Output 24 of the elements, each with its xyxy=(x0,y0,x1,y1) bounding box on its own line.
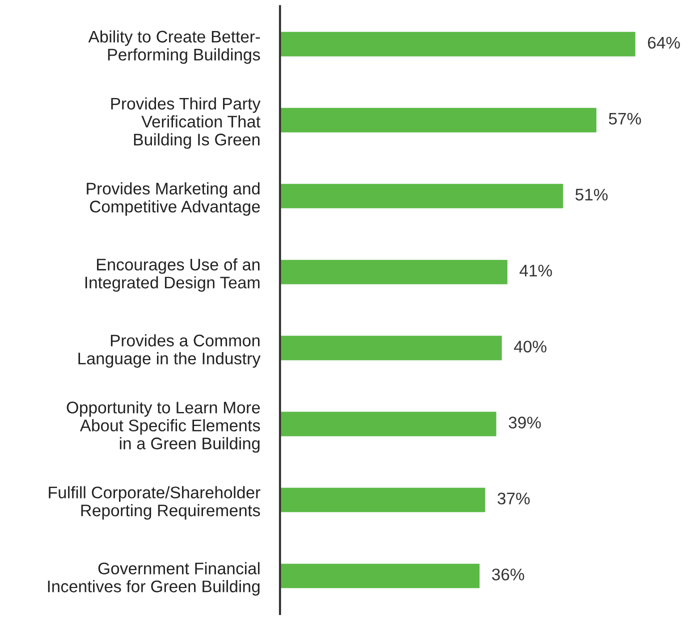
bar xyxy=(280,562,481,590)
bar xyxy=(280,182,564,210)
y-tick-label: Opportunity to Learn More About Specific Elements in a Green Building xyxy=(66,401,260,453)
data-label: 41% xyxy=(520,264,552,276)
data-label: 51% xyxy=(575,188,608,201)
bar xyxy=(280,334,504,362)
bar xyxy=(280,258,509,286)
bar xyxy=(280,410,498,438)
bar xyxy=(280,486,487,514)
data-label: 57% xyxy=(608,112,641,125)
bar xyxy=(280,106,598,134)
y-tick-label: Fulfill Corporate/Shareholder Reporting Requirements xyxy=(48,486,260,520)
y-tick-label: Provides Marketing and Competitive Advantage xyxy=(86,182,260,216)
bar xyxy=(280,30,637,58)
data-label: 64% xyxy=(648,36,680,49)
data-label: 40% xyxy=(514,340,546,352)
data-label: 37% xyxy=(498,492,530,504)
y-tick-label: Provides Third Party Verification That Building Is Green xyxy=(111,97,261,149)
y-tick-label: Government Financial Incentives for Green Building xyxy=(48,562,260,596)
y-tick-label: Encourages Use of an Integrated Design Team xyxy=(85,258,260,292)
data-label: 36% xyxy=(492,568,524,580)
data-label: 39% xyxy=(508,416,541,428)
y-tick-label: Ability to Create Better- Performing Buildings xyxy=(88,30,260,64)
y-tick-label: Provides a Common Language in the Industry xyxy=(78,334,261,368)
